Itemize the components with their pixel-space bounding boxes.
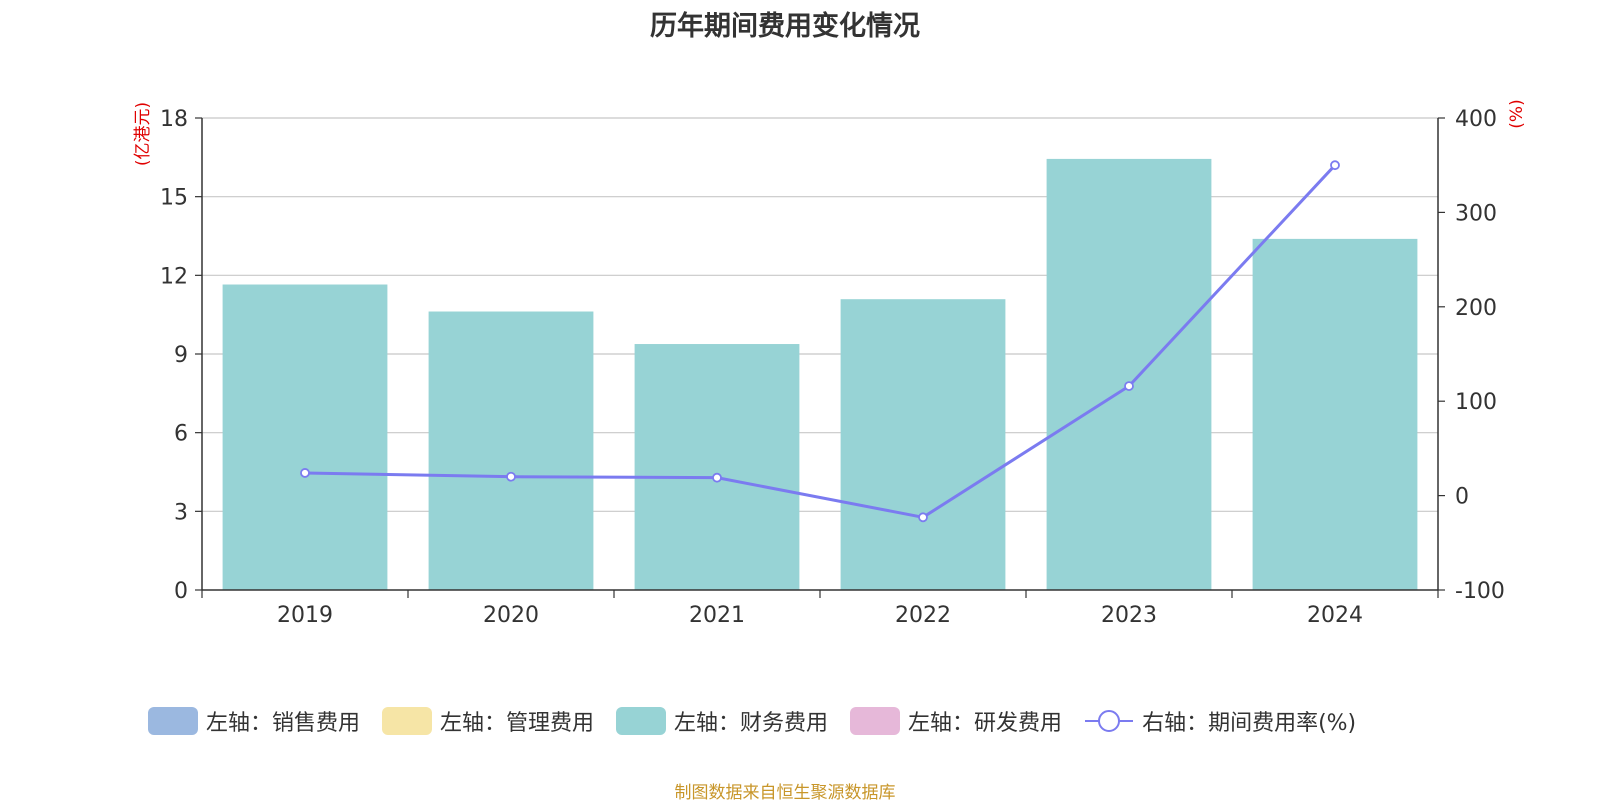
bar	[1252, 238, 1418, 590]
ratio-point	[1124, 381, 1134, 391]
y-left-axis-unit: (亿港元)	[133, 102, 153, 166]
x-tick-label: 2023	[1101, 603, 1157, 628]
ratio-point	[506, 471, 516, 482]
y-left-tick-label: 12	[160, 264, 188, 289]
bar	[634, 344, 800, 590]
legend-item-ratio[interactable]: 右轴：期间费用率(%)	[1084, 705, 1356, 737]
y-right-tick-label: 100	[1455, 390, 1497, 415]
y-right-axis-unit: (%)	[1507, 99, 1527, 128]
legend-item-admin[interactable]: 左轴：管理费用	[382, 705, 594, 737]
x-tick-label: 2022	[895, 603, 951, 628]
legend-label-finance: 左轴：财务费用	[674, 711, 829, 736]
ratio-line	[304, 164, 1337, 519]
y-left-tick-label: 0	[174, 579, 188, 604]
legend-item-finance[interactable]: 左轴：财务费用	[616, 705, 828, 737]
x-tick-label: 2020	[483, 603, 539, 628]
legend-label-admin: 左轴：管理费用	[440, 711, 595, 736]
ratio-point	[300, 468, 310, 478]
legend-swatch-admin	[382, 707, 433, 735]
chart-title: 历年期间费用变化情况	[650, 11, 920, 42]
x-tick-label: 2024	[1307, 603, 1363, 628]
y-right-tick-label: 200	[1455, 296, 1497, 321]
y-left-tick-label: 9	[174, 343, 188, 368]
bar	[840, 299, 1006, 590]
y-left-tick-label: 6	[174, 422, 188, 447]
legend-label-rd: 左轴：研发费用	[908, 711, 1063, 736]
y-left-tick-label: 15	[160, 186, 188, 211]
x-tick-label: 2019	[277, 603, 333, 628]
y-right-tick-label: -100	[1455, 579, 1505, 604]
bar	[428, 311, 594, 590]
bar	[222, 284, 388, 590]
legend-item-rd[interactable]: 左轴：研发费用	[850, 705, 1062, 737]
legend-item-sales[interactable]: 左轴：销售费用	[148, 705, 360, 737]
legend-swatch-finance	[616, 707, 667, 735]
y-right-tick-label: 400	[1455, 107, 1497, 132]
y-right-tick-label: 0	[1455, 485, 1469, 510]
source-note: 制图数据来自恒生聚源数据库	[674, 783, 896, 803]
ratio-point	[918, 512, 928, 523]
legend-label-sales: 左轴：销售费用	[206, 711, 361, 736]
legend-line-swatch-icon	[1085, 710, 1134, 732]
y-left-tick-label: 3	[174, 500, 188, 525]
legend-label-ratio: 右轴：期间费用率(%)	[1142, 711, 1357, 736]
x-tick-label: 2021	[689, 603, 745, 628]
legend-swatch-sales	[148, 707, 198, 735]
ratio-point	[1330, 160, 1340, 171]
y-right-tick-label: 300	[1455, 201, 1497, 226]
bar	[1046, 158, 1212, 590]
ratio-point	[712, 472, 722, 483]
chart-legend: 左轴：销售费用 左轴：管理费用 左轴：财务费用 左轴：研发费用 右轴：期间费用率…	[148, 703, 1378, 739]
legend-swatch-rd	[850, 707, 901, 735]
y-left-tick-label: 18	[160, 107, 188, 132]
